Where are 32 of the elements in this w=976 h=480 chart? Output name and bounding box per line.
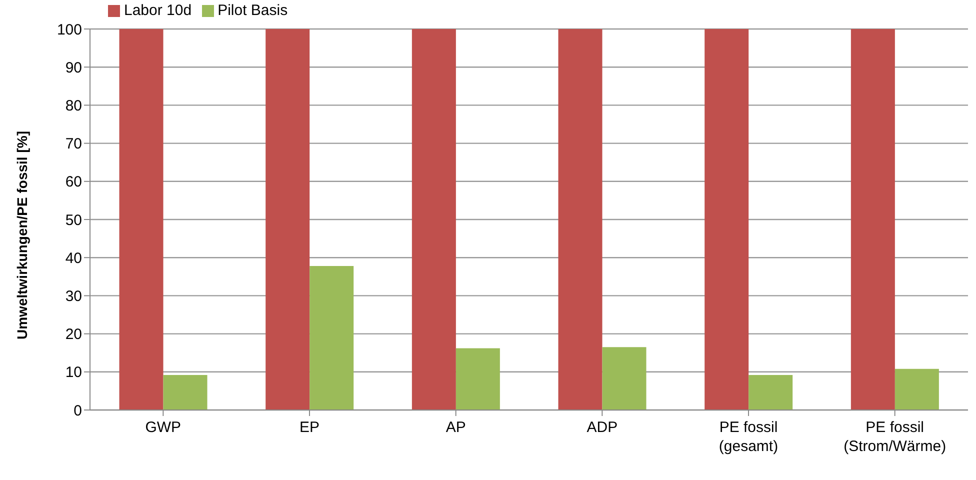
bar: [850, 29, 895, 410]
legend-label: Pilot Basis: [218, 2, 288, 19]
y-tick-label: 70: [65, 136, 82, 153]
bar: [266, 29, 310, 410]
y-tick-label: 10: [65, 364, 82, 382]
bar: [412, 29, 456, 410]
bar: [602, 347, 646, 410]
bar: [704, 29, 749, 410]
y-tick-label: 80: [65, 98, 82, 115]
x-tick-label: EP: [299, 419, 320, 436]
x-tick-label: PE fossil (gesamt): [718, 419, 778, 455]
y-tick-label: 30: [65, 288, 82, 306]
x-tick-label: GWP: [145, 419, 182, 436]
x-tick-label: ADP: [586, 419, 618, 436]
bar: [558, 29, 602, 410]
y-tick-label: 40: [65, 250, 82, 267]
bar: [456, 348, 500, 410]
x-tick-label: AP: [446, 419, 466, 436]
bar: [119, 29, 164, 410]
bar: [748, 374, 793, 410]
y-tick-label: 60: [65, 174, 82, 191]
x-tick-label: PE fossil (Strom/Wärme): [844, 419, 946, 455]
y-tick-label: 90: [65, 59, 82, 76]
y-tick-label: 100: [56, 21, 82, 38]
bar: [163, 374, 208, 410]
y-tick-label: 20: [65, 326, 82, 344]
bar: [894, 368, 939, 410]
y-tick-label: 50: [65, 212, 82, 229]
y-axis-title: Umweltwirkungen/PE fossil [%]: [14, 131, 30, 340]
y-tick-label: 0: [74, 402, 82, 420]
bar: [310, 266, 354, 410]
legend-label: Labor 10d: [124, 2, 192, 19]
